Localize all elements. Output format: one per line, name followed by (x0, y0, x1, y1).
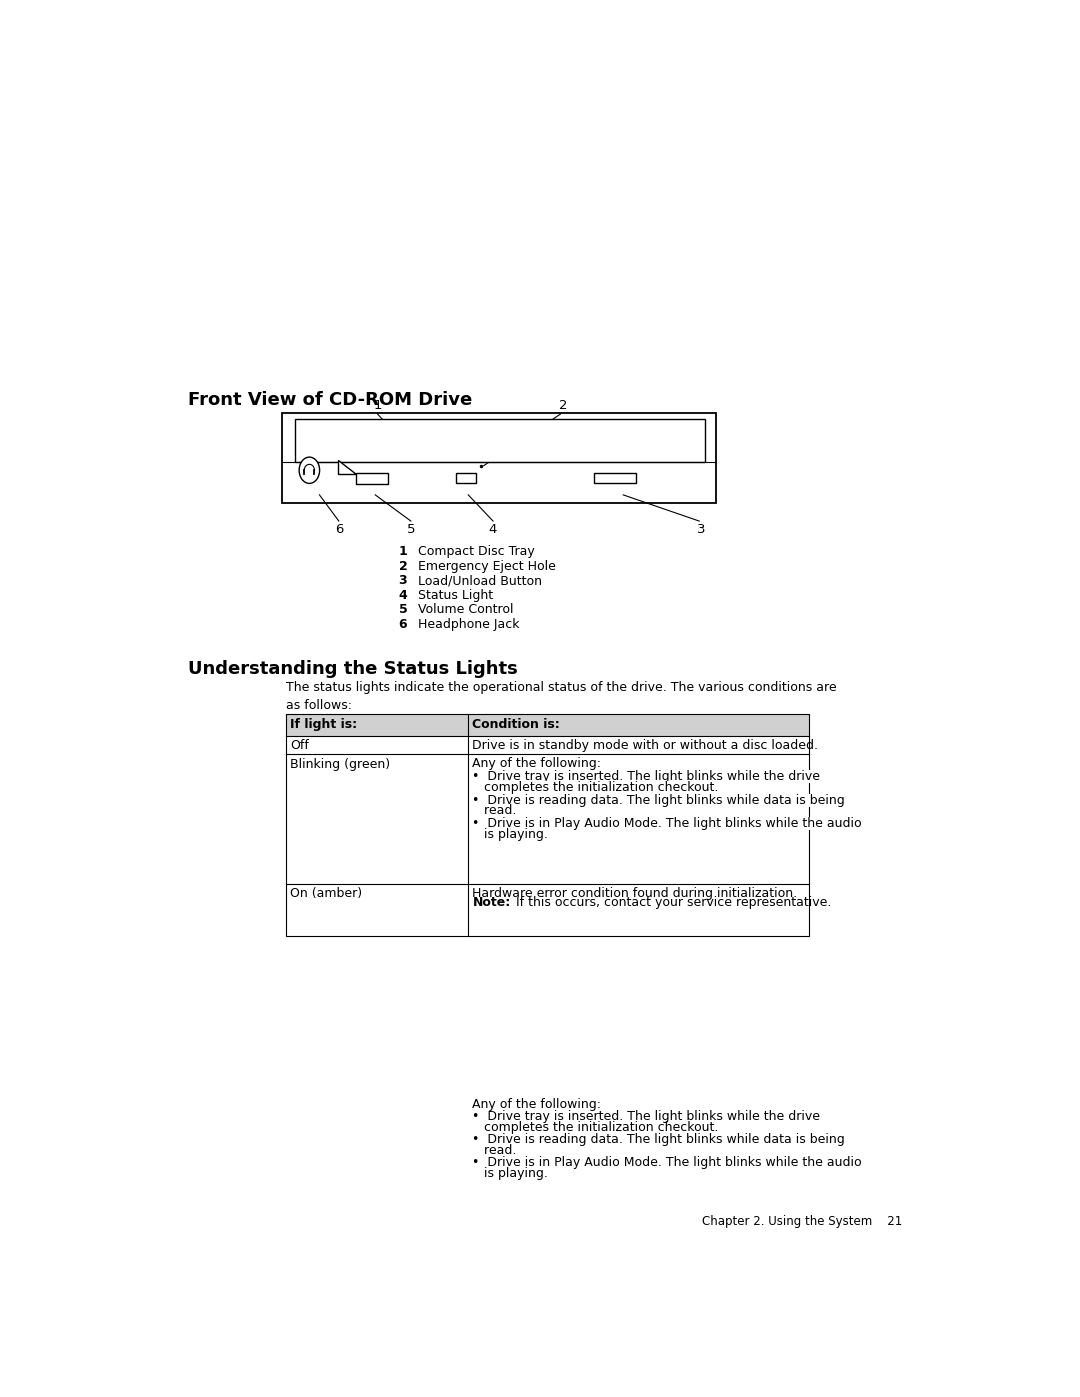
Text: read.: read. (472, 1144, 517, 1157)
Bar (286, 714, 809, 736)
Text: Front View of CD-ROM Drive: Front View of CD-ROM Drive (188, 391, 472, 409)
Text: 5: 5 (399, 604, 407, 616)
Circle shape (299, 457, 320, 483)
Text: Load/Unload Button: Load/Unload Button (418, 574, 542, 587)
Text: completes the initialization checkout.: completes the initialization checkout. (472, 781, 719, 795)
Text: Status Light: Status Light (418, 588, 492, 602)
Bar (594, 474, 636, 483)
Text: 1: 1 (399, 545, 407, 557)
Text: is playing.: is playing. (472, 1166, 549, 1180)
Text: Condition is:: Condition is: (472, 718, 561, 731)
Text: read.: read. (472, 805, 517, 817)
Bar (282, 412, 716, 503)
Text: Any of the following:: Any of the following: (472, 1098, 602, 1111)
Text: Headphone Jack: Headphone Jack (418, 617, 519, 631)
Text: Chapter 2. Using the System    21: Chapter 2. Using the System 21 (702, 1215, 902, 1228)
Text: 1: 1 (374, 398, 382, 412)
Text: 6: 6 (399, 617, 407, 631)
Text: completes the initialization checkout.: completes the initialization checkout. (472, 1120, 719, 1134)
Text: 4: 4 (399, 588, 407, 602)
Text: 6: 6 (335, 524, 343, 536)
Text: •  Drive is reading data. The light blinks while data is being: • Drive is reading data. The light blink… (472, 1133, 846, 1146)
Bar (356, 474, 389, 485)
Text: •  Drive is in Play Audio Mode. The light blinks while the audio: • Drive is in Play Audio Mode. The light… (472, 1157, 862, 1169)
Text: Understanding the Status Lights: Understanding the Status Lights (188, 661, 517, 679)
Text: On (amber): On (amber) (291, 887, 363, 900)
Text: 2: 2 (399, 560, 407, 573)
Text: Hardware error condition found during initialization.: Hardware error condition found during in… (472, 887, 797, 900)
Text: 2: 2 (558, 398, 567, 412)
Text: Blinking (green): Blinking (green) (291, 757, 391, 771)
Text: Note:: Note: (472, 895, 511, 909)
Text: Volume Control: Volume Control (418, 604, 513, 616)
Text: 3: 3 (697, 524, 705, 536)
Text: •  Drive is in Play Audio Mode. The light blinks while the audio: • Drive is in Play Audio Mode. The light… (472, 817, 862, 830)
Text: •  Drive tray is inserted. The light blinks while the drive: • Drive tray is inserted. The light blin… (472, 1111, 821, 1123)
Text: •  Drive tray is inserted. The light blinks while the drive: • Drive tray is inserted. The light blin… (472, 770, 821, 782)
Text: 3: 3 (399, 574, 407, 587)
Text: Any of the following:: Any of the following: (472, 757, 602, 771)
Text: 5: 5 (407, 524, 415, 536)
Text: Emergency Eject Hole: Emergency Eject Hole (418, 560, 556, 573)
Text: •  Drive is reading data. The light blinks while data is being: • Drive is reading data. The light blink… (472, 793, 846, 806)
Bar (296, 419, 704, 462)
Bar (456, 474, 476, 482)
Text: Drive is in standby mode with or without a disc loaded.: Drive is in standby mode with or without… (472, 739, 819, 752)
Text: Off: Off (291, 739, 309, 752)
Text: If light is:: If light is: (291, 718, 357, 731)
Text: Compact Disc Tray: Compact Disc Tray (418, 545, 535, 557)
Bar (286, 714, 809, 936)
Text: 4: 4 (489, 524, 497, 536)
Text: If this occurs, contact your service representative.: If this occurs, contact your service rep… (512, 895, 832, 909)
Text: is playing.: is playing. (472, 827, 549, 841)
Text: The status lights indicate the operational status of the drive. The various cond: The status lights indicate the operation… (286, 682, 837, 712)
Polygon shape (338, 460, 356, 474)
